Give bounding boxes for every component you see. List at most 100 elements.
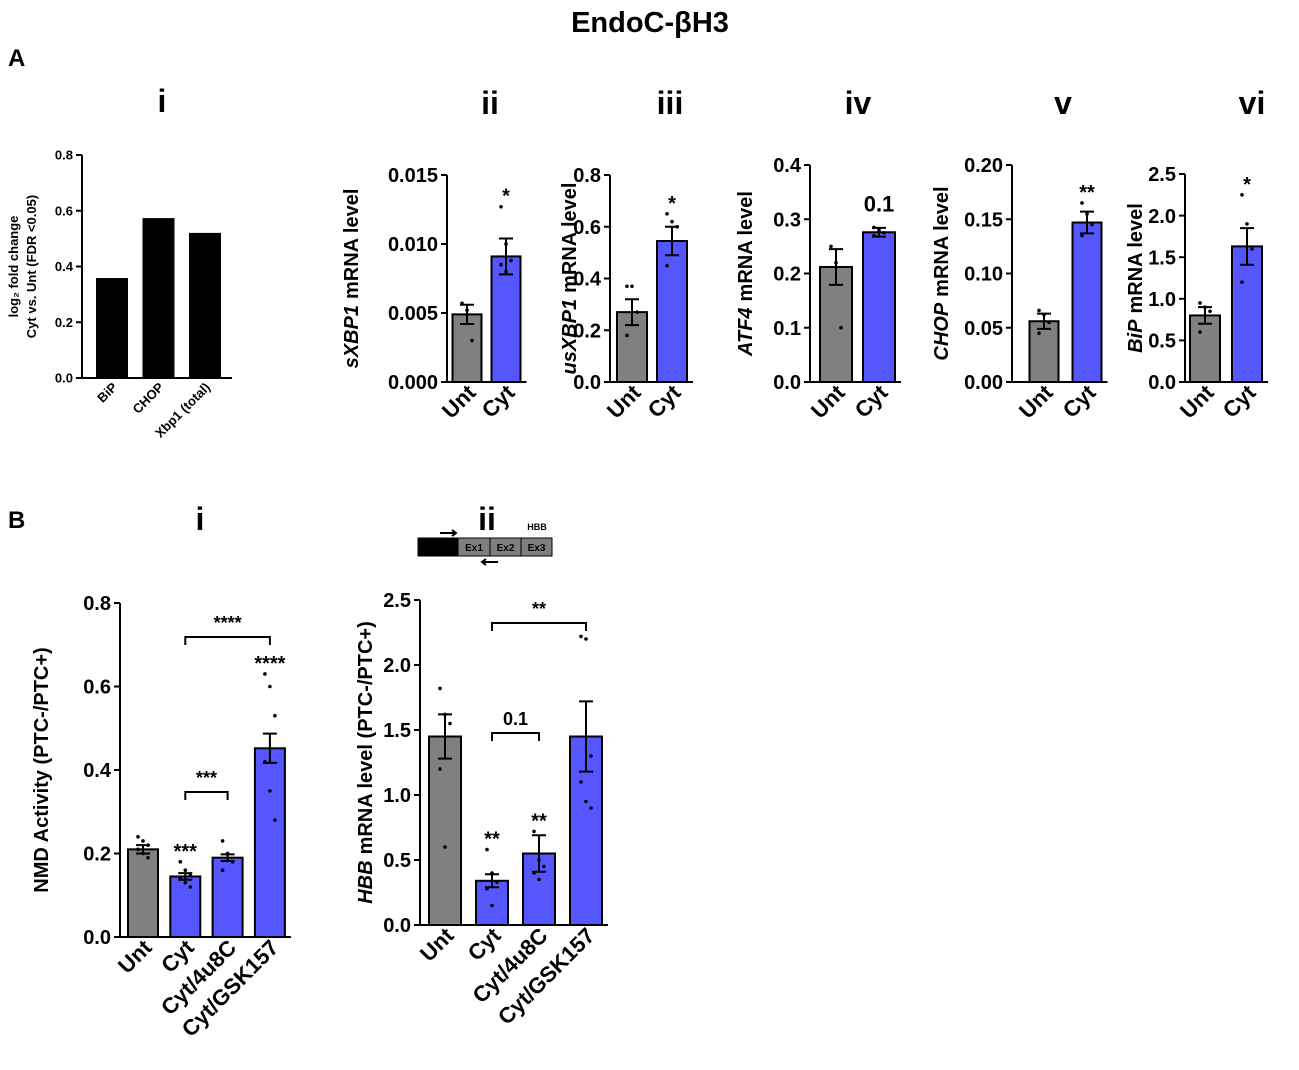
data-point (635, 310, 639, 314)
y-tick-label: 1.0 (383, 785, 411, 807)
y-tick-label: 0.5 (1148, 331, 1176, 353)
x-tick-label: Unt (437, 379, 481, 423)
data-point (268, 684, 272, 689)
data-point (1047, 320, 1051, 325)
x-tick-label: CHOP (129, 379, 166, 416)
data-point (136, 847, 140, 852)
data-point (532, 829, 536, 834)
error-bar (829, 248, 843, 286)
data-point (263, 672, 267, 676)
data-point (1085, 212, 1089, 216)
data-point (443, 712, 447, 717)
data-point (465, 308, 469, 313)
y-axis-label: CHOP mRNA level (931, 186, 953, 360)
y-tick-label: 0.6 (83, 677, 111, 699)
data-point (877, 228, 881, 232)
data-point (882, 231, 886, 235)
data-point (183, 880, 188, 885)
y-tick-label: 2.0 (383, 655, 411, 677)
data-point (509, 258, 513, 263)
data-point (146, 843, 150, 847)
y-tick-label: 0.20 (964, 155, 1003, 177)
data-point (537, 858, 541, 862)
data-point (438, 767, 442, 771)
data-point (1198, 301, 1202, 305)
figure-title: EndoC-βH3 (571, 7, 729, 39)
bar (211, 856, 244, 938)
y-axis-label: NMD Activity (PTC-/PTC+) (31, 647, 53, 892)
data-point (499, 204, 503, 209)
x-tick-label: Cyt (643, 379, 686, 422)
bar (451, 313, 483, 384)
y-tick-label: 2.0 (1148, 206, 1176, 228)
data-point (537, 877, 541, 882)
y-tick-label: 0.010 (388, 234, 438, 256)
y-axis-label-text: mRNA level (559, 182, 581, 292)
bar (1189, 314, 1221, 383)
y-axis-label-text: NMD Activity (PTC-/PTC+) (31, 647, 53, 892)
y-tick-label: 0.00 (964, 372, 1003, 394)
y-axis-label: HBB mRNA level (PTC-/PTC+) (355, 621, 377, 904)
y-tick-label: 1.5 (383, 720, 411, 742)
data-point (178, 876, 183, 881)
y-tick-label: 0.0 (573, 372, 601, 394)
y-tick-label: 0.4 (573, 269, 602, 291)
significance-label: * (668, 193, 676, 215)
data-point (1080, 201, 1084, 205)
data-point (470, 338, 474, 343)
bracket-label: **** (214, 613, 242, 633)
data-point (589, 806, 593, 810)
y-tick-label: 0.2 (573, 320, 601, 342)
data-point (532, 871, 536, 875)
data-point (589, 754, 593, 758)
bar (189, 232, 221, 379)
y-tick-label: 0.4 (55, 259, 74, 274)
bar (490, 255, 522, 384)
data-point (188, 872, 193, 877)
panel-label: v (1054, 85, 1072, 121)
bracket-label: *** (196, 768, 217, 788)
data-point (1208, 309, 1212, 314)
data-point (141, 851, 145, 856)
panel-label: vi (1239, 85, 1266, 121)
y-axis-label-gene: HBB (355, 860, 377, 903)
data-point (579, 780, 583, 784)
data-point (225, 851, 230, 856)
x-tick-label: Unt (415, 922, 459, 966)
y-tick-label: 2.5 (1148, 164, 1176, 186)
panel-label: ii (478, 501, 496, 537)
bracket (491, 732, 540, 741)
y-tick-label: 0.0 (83, 927, 111, 949)
construct-label: Ex3 (528, 543, 546, 554)
y-axis-label-text: mRNA level (931, 186, 953, 296)
y-tick-label: 0.6 (573, 217, 601, 239)
bar (862, 231, 896, 383)
bar (169, 875, 202, 939)
data-point (1198, 330, 1202, 334)
significance-label: ** (531, 810, 547, 832)
construct-label: Ex2 (497, 543, 515, 554)
data-point (220, 839, 225, 843)
data-point (490, 903, 494, 908)
error-bar (625, 298, 639, 327)
data-point (443, 845, 447, 849)
significance-label: **** (254, 653, 285, 675)
error-bar (1240, 227, 1254, 266)
y-axis-label: log₂ fold change (6, 216, 21, 318)
y-tick-label: 0.0 (773, 372, 801, 394)
bar (1071, 221, 1103, 383)
construct-label: RLuc (426, 543, 451, 554)
data-point (542, 864, 546, 869)
bar (1231, 245, 1263, 383)
data-point (485, 847, 489, 852)
data-point (675, 224, 679, 229)
y-tick-label: 0.2 (83, 844, 111, 866)
y-axis-label-text: mRNA level (341, 189, 363, 299)
data-point (829, 244, 833, 249)
y-axis-label-gene: CHOP (931, 302, 953, 360)
data-point (834, 260, 838, 265)
y-tick-label: 0.05 (964, 318, 1003, 340)
bar (127, 848, 159, 939)
data-point (665, 263, 669, 268)
